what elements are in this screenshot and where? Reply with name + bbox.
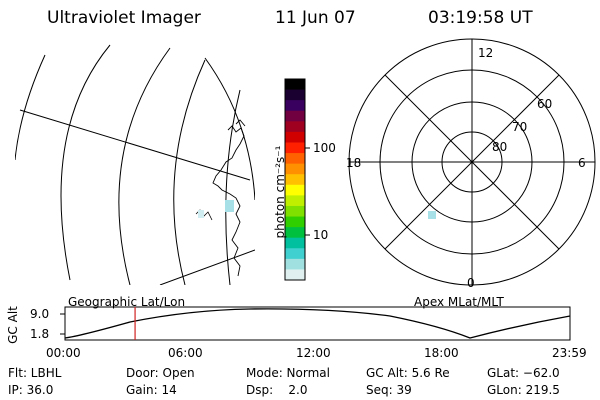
- info-dsp: Dsp: 2.0: [246, 383, 308, 397]
- mlt-label-12: 12: [478, 46, 494, 60]
- observation-time: 03:19:58 UT: [428, 8, 533, 28]
- colorbar-band: [285, 205, 305, 218]
- colorbar-band: [285, 237, 305, 249]
- colorbar-band: [285, 174, 305, 186]
- lon-line-1: [19, 109, 251, 181]
- lat-label-80: 80: [492, 140, 508, 154]
- info-ip: IP: 36.0: [8, 383, 54, 397]
- info-glat: GLat: −62.0: [487, 366, 560, 380]
- mlt-label-6: 6: [578, 156, 586, 170]
- info-mode: Mode: Normal: [246, 366, 330, 380]
- colorbar-tick-10: 10: [313, 228, 329, 242]
- colorbar-band: [285, 227, 305, 239]
- lat-arc-3: [118, 47, 171, 285]
- timeline-x-tick-1: 06:00: [168, 346, 203, 360]
- colorbar-band: [285, 195, 305, 207]
- colorbar-band: [285, 216, 305, 228]
- colorbar-band: [285, 153, 305, 165]
- colorbar-band: [285, 110, 305, 122]
- boundary-arc: [204, 57, 255, 201]
- info-seq: Seq: 39: [366, 383, 412, 397]
- aurora-patch-2: [198, 210, 204, 218]
- lat-label-60: 60: [537, 97, 553, 111]
- info-door: Door: Open: [126, 366, 195, 380]
- colorbar-band: [285, 269, 305, 281]
- colorbar-band: [285, 248, 305, 260]
- lat-label-70: 70: [512, 120, 528, 134]
- mlt-label-0: 0: [467, 276, 475, 290]
- timeline-left-label: Geographic Lat/Lon: [68, 295, 186, 309]
- lat-arc-2: [60, 44, 111, 281]
- colorbar-band: [285, 142, 305, 154]
- colorbar-band: [285, 89, 305, 101]
- timeline-x-tick-3: 18:00: [424, 346, 459, 360]
- info-flt: Flt: LBHL: [8, 366, 62, 380]
- coastline: [212, 125, 245, 277]
- colorbar-band: [285, 131, 305, 143]
- timeline-y-tick-max: 9.0: [30, 307, 50, 321]
- colorbar-band: [285, 79, 305, 91]
- lat-arc-4: [173, 59, 206, 285]
- colorbar-band: [285, 100, 305, 112]
- colorbar-band: [285, 184, 305, 196]
- timeline-x-tick-0: 00:00: [46, 346, 81, 360]
- timeline-x-tick-2: 12:00: [296, 346, 331, 360]
- info-gc-alt: GC Alt: 5.6 Re: [366, 366, 450, 380]
- timeline-right-label: Apex MLat/MLT: [414, 295, 504, 309]
- colorbar-band: [285, 121, 305, 133]
- altitude-curve: [64, 308, 571, 339]
- aurora-patch: [225, 200, 234, 212]
- lon-line-2: [159, 249, 255, 285]
- timeline-y-tick-min: 1.8: [30, 327, 50, 341]
- lat-arc-1: [15, 54, 46, 161]
- instrument-title: Ultraviolet Imager: [47, 8, 201, 28]
- observation-date: 11 Jun 07: [275, 8, 356, 28]
- polar-aurora-patch: [428, 211, 436, 219]
- colorbar-band: [285, 258, 305, 270]
- colorbar-tick-100: 100: [313, 141, 336, 155]
- info-gain: Gain: 14: [126, 383, 177, 397]
- timeline-x-tick-4: 23:59: [552, 346, 587, 360]
- mlt-label-18: 18: [346, 156, 362, 170]
- info-glon: GLon: 219.5: [487, 383, 560, 397]
- colorbar-band: [285, 163, 305, 175]
